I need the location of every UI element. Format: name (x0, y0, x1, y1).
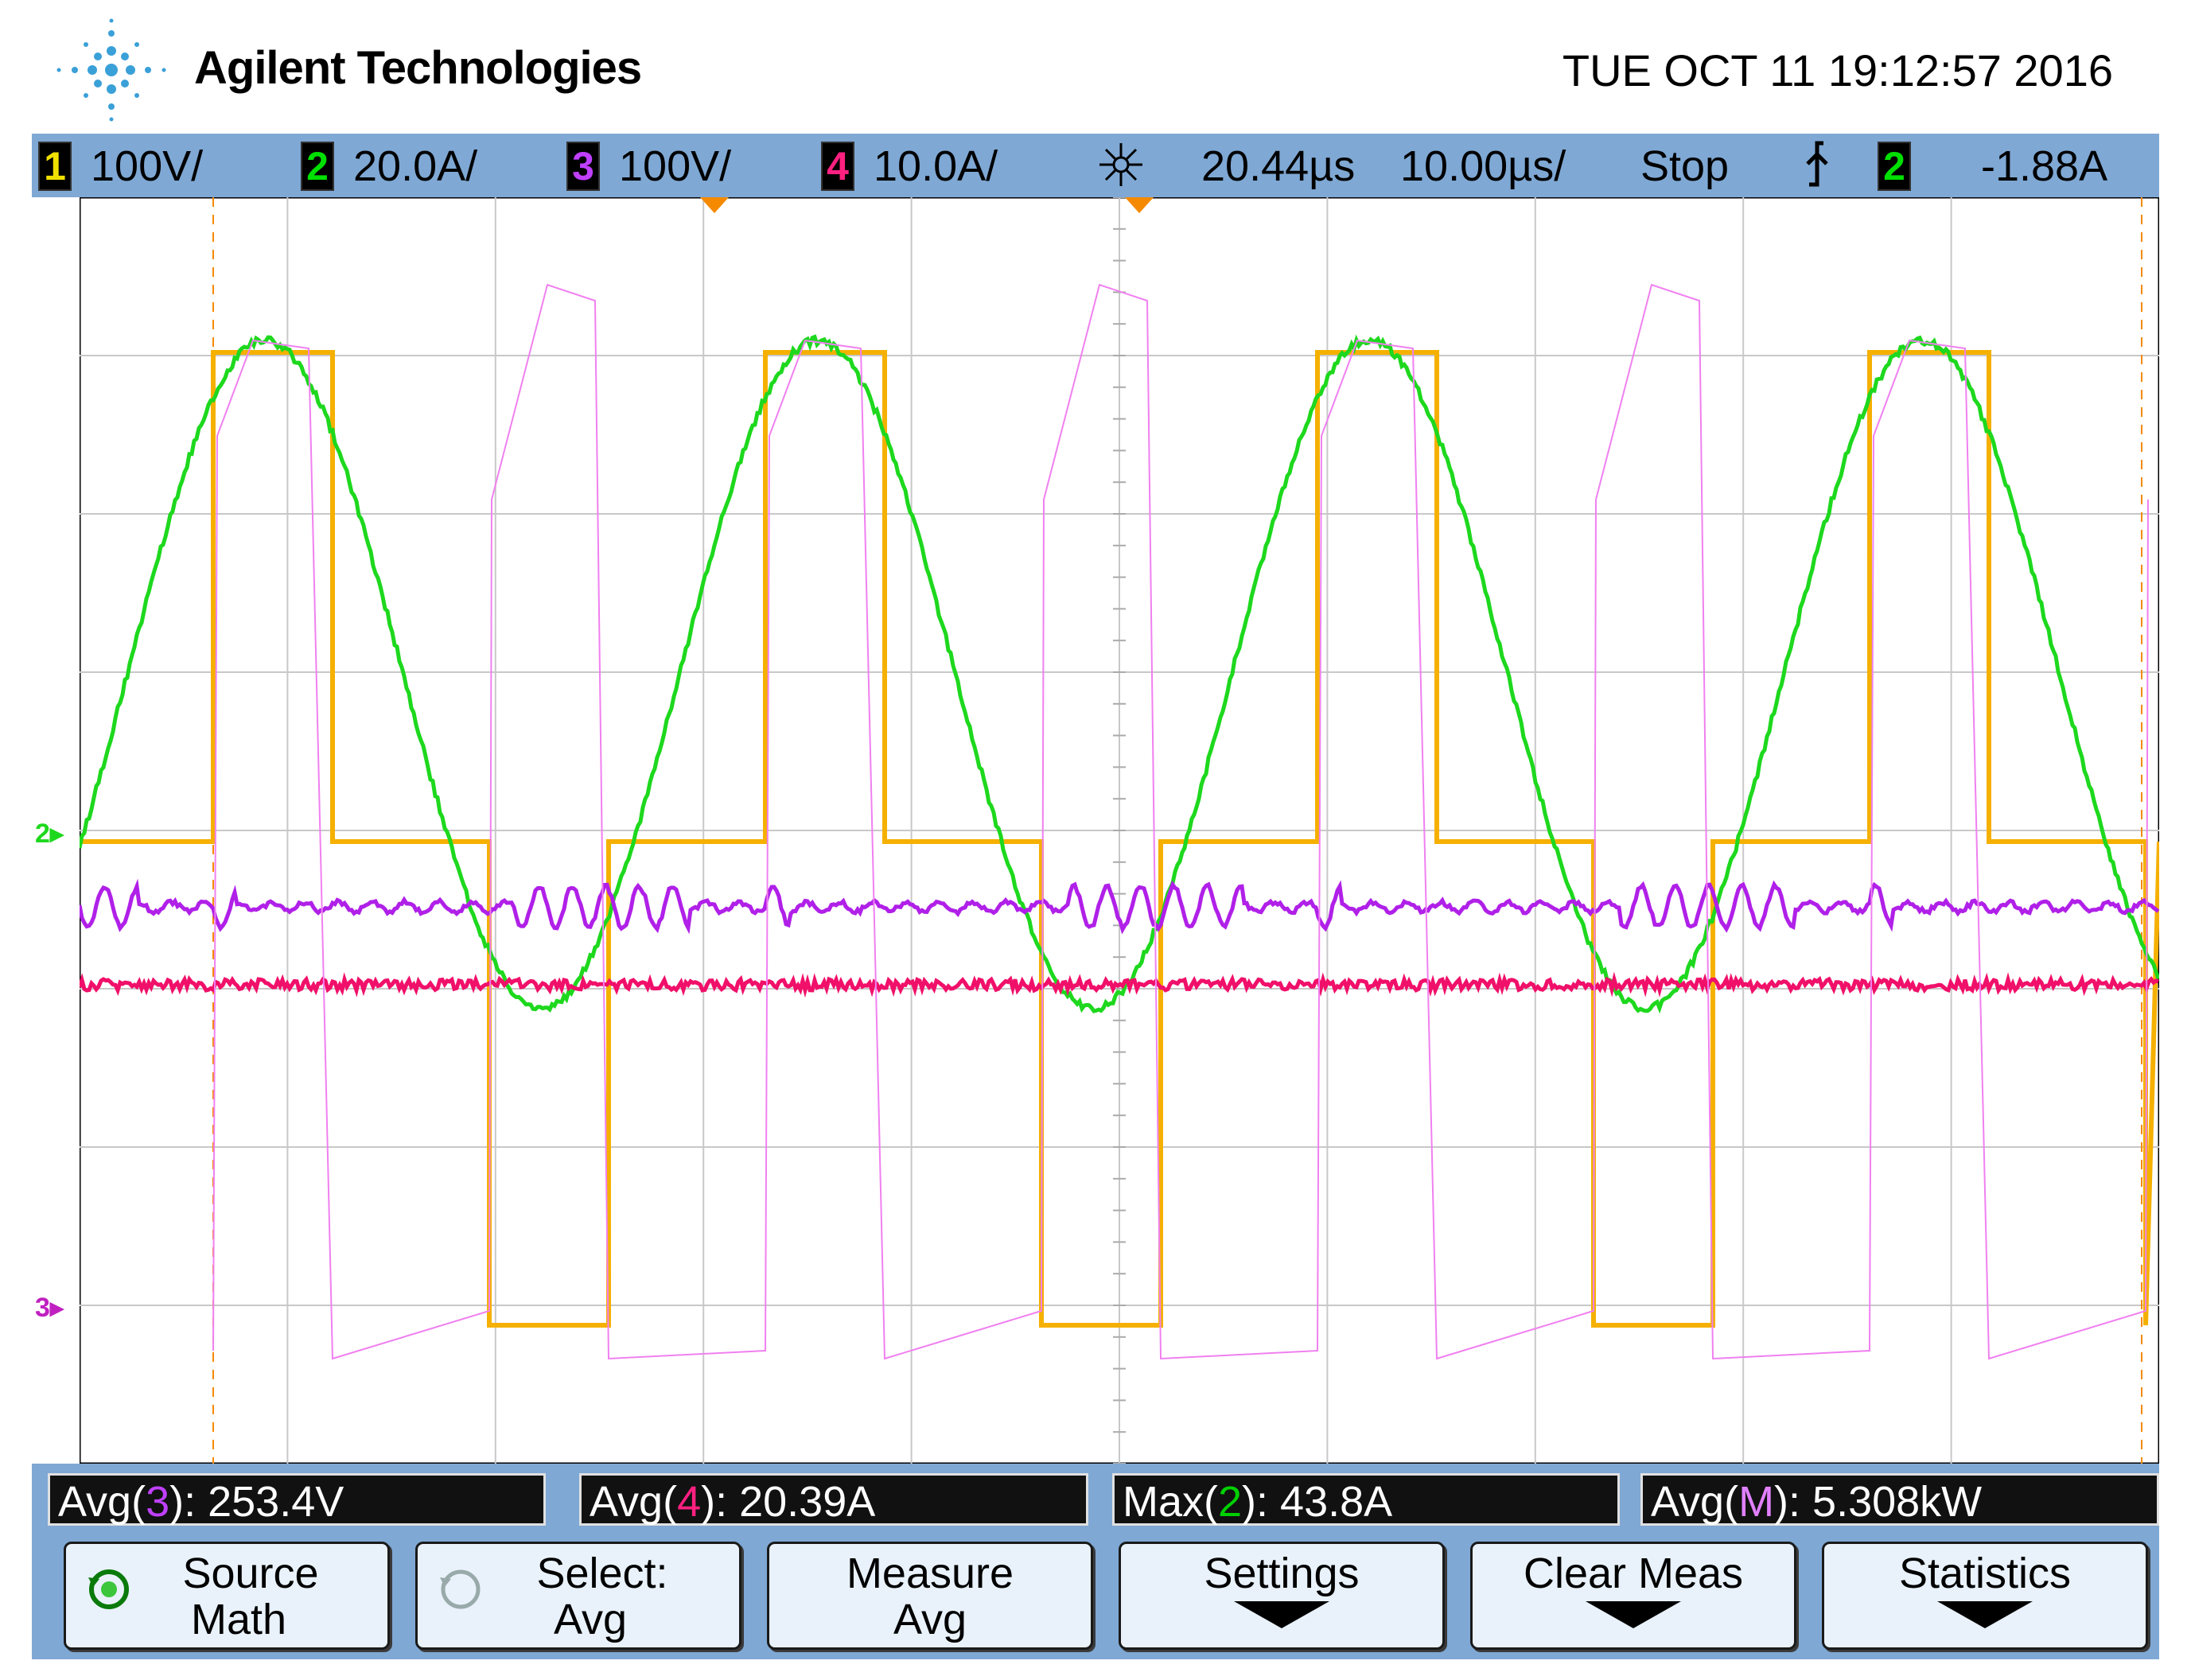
channel-2-badge: 2 (301, 142, 334, 191)
down-arrow-icon (1937, 1601, 2033, 1628)
ch2-ground-marker: 2▸ (35, 818, 64, 850)
measure-avg-button[interactable]: Measure Avg (767, 1542, 1093, 1650)
select-avg-button[interactable]: Select: Avg (415, 1542, 741, 1650)
channel-1-scale[interactable]: 1 100V/ (38, 142, 203, 191)
date-time: TUE OCT 11 19:12:57 2016 (1562, 45, 2113, 96)
trigger-channel-badge: 2 (1878, 142, 1911, 191)
trigger-delay[interactable]: 20.44µs (1201, 142, 1355, 191)
measurement-4[interactable]: Avg(M): 5.308kW (1640, 1473, 2159, 1526)
waveform-display[interactable]: 2▸ 3▸ (32, 197, 2159, 1464)
waveform-grid (80, 197, 2159, 1464)
statistics-button[interactable]: Statistics (1822, 1542, 2148, 1650)
status-bar: 1 100V/ 2 20.0A/ 3 100V/ 4 10.0A/ 20.44µ… (32, 134, 2159, 197)
channel-3-scale[interactable]: 3 100V/ (566, 142, 731, 191)
settings-button[interactable]: Settings (1119, 1542, 1445, 1650)
measurement-2[interactable]: Avg(4): 20.39A (579, 1473, 1088, 1526)
channel-2-scale[interactable]: 2 20.0A/ (301, 142, 477, 191)
ch3-ground-marker: 3▸ (35, 1292, 64, 1324)
measurement-3[interactable]: Max(2): 43.8A (1112, 1473, 1620, 1526)
trigger-edge-icon (1800, 140, 1835, 188)
run-state[interactable]: Stop (1640, 142, 1729, 191)
softkey-bar: Source Math Select: Avg Measure Avg Sett… (32, 1532, 2159, 1659)
measurement-1[interactable]: Avg(3): 253.4V (48, 1473, 546, 1526)
channel-4-scale[interactable]: 4 10.0A/ (821, 142, 998, 191)
down-arrow-icon (1586, 1601, 1681, 1628)
trigger-level[interactable]: -1.88A (1981, 142, 2107, 191)
entry-knob-icon (429, 1561, 492, 1617)
delay-icon (1095, 138, 1147, 191)
source-math-button[interactable]: Source Math (64, 1542, 390, 1650)
channel-1-badge: 1 (38, 142, 72, 191)
header: Agilent Technologies TUE OCT 11 19:12:57… (0, 0, 2191, 134)
entry-knob-icon (77, 1561, 141, 1617)
time-reference-marker (1125, 197, 1154, 213)
channel-3-scale-label: 100V/ (619, 142, 731, 191)
trigger-source[interactable]: 2 (1878, 142, 1930, 191)
measurement-bar: Avg(3): 253.4V Avg(4): 20.39A Max(2): 43… (32, 1464, 2159, 1532)
channel-4-badge: 4 (821, 142, 854, 191)
channel-4-scale-label: 10.0A/ (874, 142, 998, 191)
brand-name: Agilent Technologies (194, 41, 641, 95)
down-arrow-icon (1234, 1601, 1329, 1628)
channel-2-scale-label: 20.0A/ (353, 142, 477, 191)
trigger-position-marker (700, 197, 729, 213)
agilent-spark-logo-icon (48, 14, 175, 126)
clear-meas-button[interactable]: Clear Meas (1470, 1542, 1796, 1650)
timebase[interactable]: 10.00µs/ (1400, 142, 1566, 191)
channel-1-scale-label: 100V/ (91, 142, 203, 191)
channel-3-badge: 3 (566, 142, 600, 191)
